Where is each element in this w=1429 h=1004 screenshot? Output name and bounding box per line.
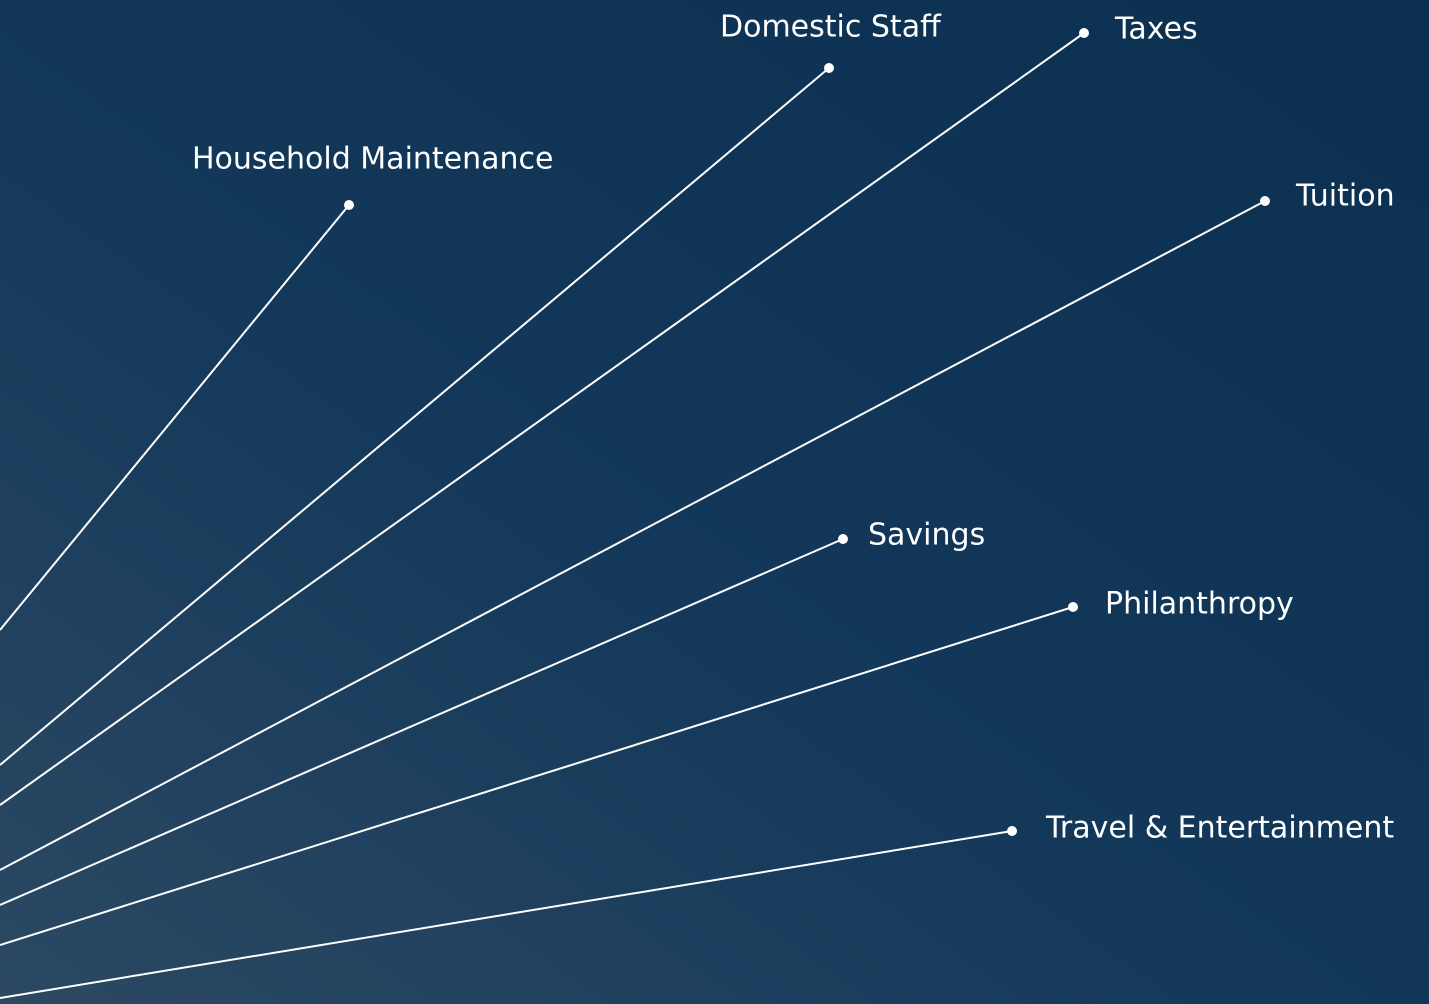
connector-line xyxy=(0,204,350,631)
connector-line xyxy=(0,67,830,766)
node-dot xyxy=(344,200,354,210)
node-dot xyxy=(1068,602,1078,612)
connector-line xyxy=(0,830,1013,999)
connector-line xyxy=(0,200,1266,871)
node-label: Savings xyxy=(868,518,985,553)
node-label: Tuition xyxy=(1295,179,1395,214)
node-dot xyxy=(1079,28,1089,38)
node-label: Household Maintenance xyxy=(192,142,554,177)
node-label: Taxes xyxy=(1114,12,1198,47)
node-dot xyxy=(1007,826,1017,836)
node-label: Travel & Entertainment xyxy=(1045,811,1394,846)
connector-line xyxy=(0,606,1074,946)
node-label: Domestic Staff xyxy=(720,10,942,45)
node-dot xyxy=(838,534,848,544)
node-dot xyxy=(1260,196,1270,206)
connector-line xyxy=(0,538,844,906)
node-dot xyxy=(824,63,834,73)
node-label: Philanthropy xyxy=(1105,587,1294,622)
connector-line xyxy=(0,32,1085,806)
